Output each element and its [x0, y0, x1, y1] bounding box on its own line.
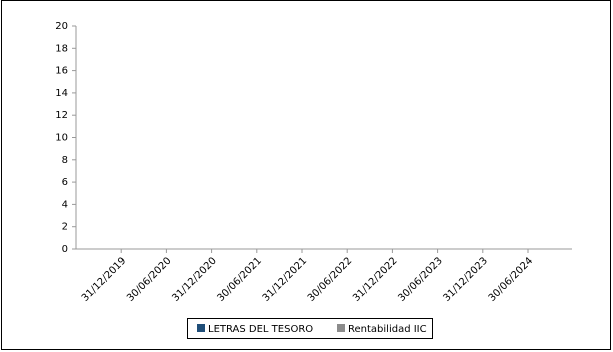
y-tick-label: 20	[55, 21, 68, 32]
y-tick-label: 18	[55, 43, 68, 54]
y-tick-label: 10	[55, 133, 68, 144]
y-tick-label: 6	[62, 177, 68, 188]
y-tick-label: 2	[62, 222, 68, 233]
y-tick-label: 0	[62, 244, 68, 255]
y-tick-label: 4	[62, 199, 68, 210]
legend	[187, 318, 433, 339]
legend-swatch	[197, 324, 205, 332]
legend-swatch	[337, 324, 345, 332]
legend-label: LETRAS DEL TESORO	[208, 324, 313, 335]
legend-label: Rentabilidad IIC	[348, 324, 427, 335]
y-tick-label: 8	[62, 155, 68, 166]
y-tick-label: 12	[55, 110, 68, 121]
y-tick-label: 14	[55, 88, 68, 99]
y-tick-label: 16	[55, 66, 68, 77]
